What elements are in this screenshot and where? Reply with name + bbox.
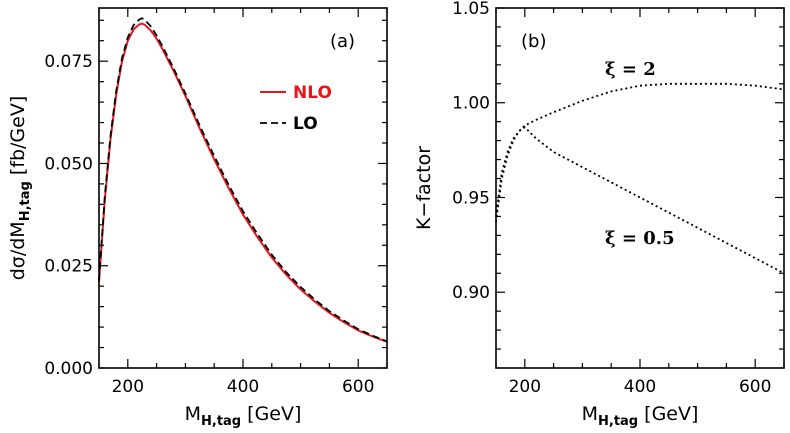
panel-a-ytick-label-0: 0.000 bbox=[44, 359, 93, 379]
panel-a-frame bbox=[98, 7, 388, 369]
annotation-xi-0-5: ξ = 0.5 bbox=[605, 228, 675, 249]
panel-b-xlabel: MH,tag [GeV] bbox=[582, 403, 699, 429]
panel-b-xtick-label-600: 600 bbox=[739, 377, 771, 397]
panel-b-ytick-label-0: 0.90 bbox=[452, 283, 490, 303]
panel-b-ytick-label-1: 0.95 bbox=[452, 188, 490, 208]
panel-a-ylabel-unit: [fb/GeV] bbox=[7, 96, 29, 181]
panel-a-xtick-label-600: 600 bbox=[342, 377, 374, 397]
panel-b-xtick-label-200: 200 bbox=[509, 377, 541, 397]
panel-b-xtick-label-400: 400 bbox=[624, 377, 656, 397]
panel-a-series bbox=[98, 17, 388, 343]
annotation-xi-2: ξ = 2 bbox=[605, 59, 656, 80]
panel-b: 200 400 600 0.90 0.95 1.00 1.05 (b) ξ = 2 ξ = … bbox=[413, 0, 785, 429]
panel-b-frame bbox=[495, 7, 785, 369]
panel-b-series bbox=[495, 82, 785, 275]
panel-b-ytick-label-3: 1.05 bbox=[452, 0, 490, 19]
panel-a-series-line-1 bbox=[98, 17, 388, 343]
legend-nlo-label: NLO bbox=[293, 83, 332, 103]
panel-a-xtick-label-400: 400 bbox=[227, 377, 259, 397]
panel-a-ytick-label-3: 0.075 bbox=[44, 52, 93, 72]
panel-a-xlabel-unit: [GeV] bbox=[241, 403, 301, 425]
panel-b-xlabel-main: M bbox=[582, 403, 598, 425]
panel-a: 200 400 600 0.000 0.025 0.050 0.075 (a) NLO LO… bbox=[7, 7, 388, 429]
panel-b-ticks: 200 400 600 0.90 0.95 1.00 1.05 bbox=[452, 0, 785, 397]
panel-a-ylabel-sub: H,tag bbox=[18, 181, 33, 221]
panel-a-ylabel: dσ/dMH,tag [fb/GeV] bbox=[7, 96, 33, 281]
panel-a-xlabel: MH,tag [GeV] bbox=[185, 403, 302, 429]
panel-a-xlabel-main: M bbox=[185, 403, 201, 425]
panel-b-xlabel-sub: H,tag bbox=[598, 414, 638, 429]
panel-b-label: (b) bbox=[521, 31, 546, 52]
panel-b-xlabel-unit: [GeV] bbox=[638, 403, 698, 425]
panel-b-ytick-label-2: 1.00 bbox=[452, 94, 490, 114]
panel-a-label: (a) bbox=[330, 31, 355, 52]
panel-a-ticks: 200 400 600 0.000 0.025 0.050 0.075 bbox=[44, 8, 388, 397]
panel-a-xlabel-sub: H,tag bbox=[201, 414, 241, 429]
panel-b-series-line-1 bbox=[495, 126, 785, 275]
panel-a-legend: NLO LO bbox=[260, 83, 332, 134]
panel-a-xtick-label-200: 200 bbox=[112, 377, 144, 397]
panel-a-ytick-label-1: 0.025 bbox=[44, 257, 93, 277]
panel-b-ylabel: K−factor bbox=[413, 146, 435, 230]
panel-a-ytick-label-2: 0.050 bbox=[44, 154, 93, 174]
panel-a-ylabel-main: dσ/dM bbox=[7, 221, 29, 280]
legend-lo-label: LO bbox=[293, 114, 318, 134]
panel-a-series-line-0 bbox=[98, 22, 388, 343]
